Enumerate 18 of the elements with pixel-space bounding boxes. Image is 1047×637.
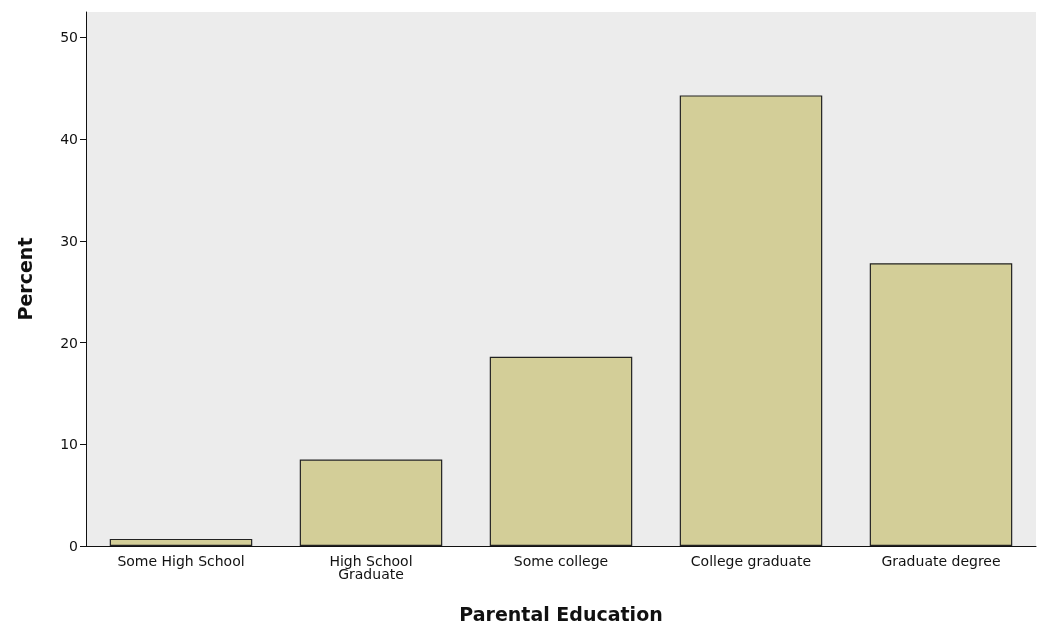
y-tick-label: 40: [60, 131, 78, 148]
bar: [679, 95, 823, 546]
bar: [869, 263, 1013, 546]
y-tick-label: 20: [60, 334, 78, 351]
x-tick-label: College graduate: [690, 552, 812, 569]
bar: [109, 538, 253, 546]
bar: [299, 459, 443, 546]
y-tick-label: 50: [60, 29, 78, 46]
bar: [489, 356, 633, 546]
x-tick-label: High School Graduate: [329, 552, 413, 582]
x-tick-label: Some college: [513, 552, 609, 569]
x-axis-title: Parental Education: [459, 602, 663, 625]
y-tick-label: 10: [60, 436, 78, 453]
y-tick-label: 0: [69, 538, 78, 554]
y-axis-title: Percent: [13, 237, 36, 321]
y-tick-label: 30: [60, 232, 78, 249]
x-tick-label: Some High School: [117, 552, 245, 569]
x-tick-label: Graduate degree: [881, 552, 1001, 569]
